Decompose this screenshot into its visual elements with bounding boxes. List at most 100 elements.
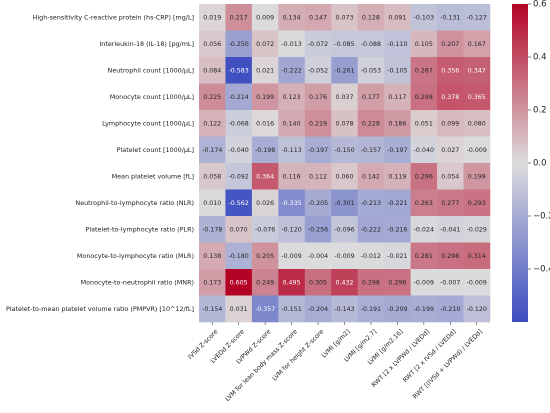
cell-value-label: -0.197 — [308, 147, 328, 154]
cell-value-label: 0.010 — [203, 200, 221, 207]
heatmap-cell — [251, 295, 279, 323]
heatmap-cell — [437, 242, 464, 270]
cell-value-label: -0.214 — [229, 94, 249, 101]
cell-value-label: 0.298 — [362, 279, 380, 286]
heatmap-cell — [437, 216, 464, 243]
heatmap-cell — [304, 4, 332, 31]
heatmap-cell — [357, 4, 385, 31]
colorbar-ticks: 0.6 0.4 0.2 0.0 −0.2 −0.4 — [528, 0, 550, 275]
heatmap-cell — [331, 110, 358, 137]
colorbar-tick-label: 0.4 — [533, 53, 547, 63]
heatmap-cell — [463, 4, 491, 31]
cell-value-label: 0.091 — [388, 14, 406, 21]
heatmap-cell — [437, 295, 464, 323]
cell-value-label: 0.084 — [203, 67, 221, 74]
heatmap-cell — [357, 136, 385, 164]
heatmap-cell — [225, 136, 253, 164]
heatmap-cell — [199, 57, 226, 84]
cell-value-label: -0.174 — [202, 147, 222, 154]
cell-value-label: -0.583 — [229, 67, 249, 74]
heatmap-cell — [225, 242, 253, 270]
heatmap-cell — [304, 83, 332, 111]
heatmap-cell — [384, 110, 411, 137]
heatmap-cell — [384, 163, 411, 190]
heatmap-cell — [199, 110, 226, 137]
heatmap-cell — [278, 269, 306, 296]
cell-value-label: 0.378 — [441, 94, 459, 101]
heatmap-cell — [437, 57, 464, 84]
cell-value-label: 0.099 — [441, 120, 459, 127]
cell-value-label: -0.222 — [281, 67, 301, 74]
cell-value-label: 0.176 — [309, 94, 327, 101]
cell-value-label: -0.131 — [440, 14, 460, 21]
heatmap-cell — [331, 163, 358, 190]
row-label: Platelet-to-mean platelet volume ratio (… — [6, 305, 194, 313]
cell-value-label: -0.053 — [361, 67, 381, 74]
heatmap-cell — [384, 269, 411, 296]
cell-value-label: -0.040 — [414, 147, 434, 154]
heatmap-cell — [304, 30, 332, 58]
heatmap-cell — [278, 30, 306, 58]
cell-value-label: 0.263 — [415, 200, 433, 207]
heatmap-cell — [410, 189, 438, 217]
heatmap-cell — [463, 136, 491, 164]
cell-value-label: -0.213 — [361, 200, 381, 207]
cell-value-label: -0.357 — [255, 306, 275, 313]
cell-value-label: -0.009 — [467, 279, 487, 286]
heatmap-cell — [357, 57, 385, 84]
heatmap-cell — [199, 216, 226, 243]
cell-value-label: -0.562 — [229, 200, 249, 207]
heatmap-cell — [463, 295, 491, 323]
heatmap-cell — [331, 57, 358, 84]
cell-value-label: -0.110 — [387, 41, 407, 48]
heatmap-cell — [304, 163, 332, 190]
heatmap-cell — [410, 163, 438, 190]
heatmap-cell — [251, 83, 279, 111]
cell-value-label: 0.298 — [415, 94, 433, 101]
cell-value-label: 0.105 — [415, 41, 433, 48]
heatmap-cell — [357, 242, 385, 270]
heatmap-cell — [331, 216, 358, 243]
heatmap-cell — [410, 136, 438, 164]
cell-value-label: -0.052 — [308, 67, 328, 74]
cell-value-label: 0.605 — [230, 279, 248, 286]
heatmap-cell — [357, 30, 385, 58]
heatmap-cell — [225, 57, 253, 84]
heatmap-cell — [251, 136, 279, 164]
heatmap-cell — [304, 295, 332, 323]
heatmap-cell — [463, 57, 491, 84]
heatmap-cell — [251, 30, 279, 58]
cell-value-label: 0.432 — [335, 279, 353, 286]
cell-value-label: 0.217 — [230, 14, 248, 21]
heatmap-cell — [251, 4, 279, 31]
heatmap-cell — [437, 269, 464, 296]
cell-value-label: -0.009 — [334, 253, 354, 260]
heatmap-cell — [331, 295, 358, 323]
cell-value-label: 0.037 — [335, 94, 353, 101]
heatmap-cell — [199, 295, 226, 323]
heatmap-cell — [384, 4, 411, 31]
cell-value-label: -0.072 — [308, 41, 328, 48]
cell-value-label: -0.151 — [281, 306, 301, 313]
cell-value-label: 0.117 — [388, 94, 406, 101]
cell-value-label: -0.198 — [255, 147, 275, 154]
cell-value-label: 0.199 — [468, 173, 486, 180]
colorbar-tick-label: −0.4 — [533, 265, 550, 275]
heatmap-cell — [410, 269, 438, 296]
heatmap-cell — [251, 242, 279, 270]
heatmap-cell — [331, 136, 358, 164]
heatmap-cell — [199, 163, 226, 190]
cell-value-label: -0.204 — [308, 306, 328, 313]
row-label: Neutrophil-to-lymphocyte ratio (NLR) — [75, 199, 194, 207]
cell-value-label: 0.027 — [441, 147, 459, 154]
cell-value-label: 0.287 — [415, 67, 433, 74]
cell-value-label: 0.142 — [362, 173, 380, 180]
cell-value-label: 0.298 — [441, 253, 459, 260]
cell-value-label: 0.167 — [468, 41, 486, 48]
heatmap-cell — [437, 110, 464, 137]
row-labels: High-sensitivity C-reactive protein (hs-… — [6, 13, 194, 313]
heatmap-cell — [463, 269, 491, 296]
cell-value-label: -0.180 — [229, 253, 249, 260]
heatmap-cell — [357, 216, 385, 243]
